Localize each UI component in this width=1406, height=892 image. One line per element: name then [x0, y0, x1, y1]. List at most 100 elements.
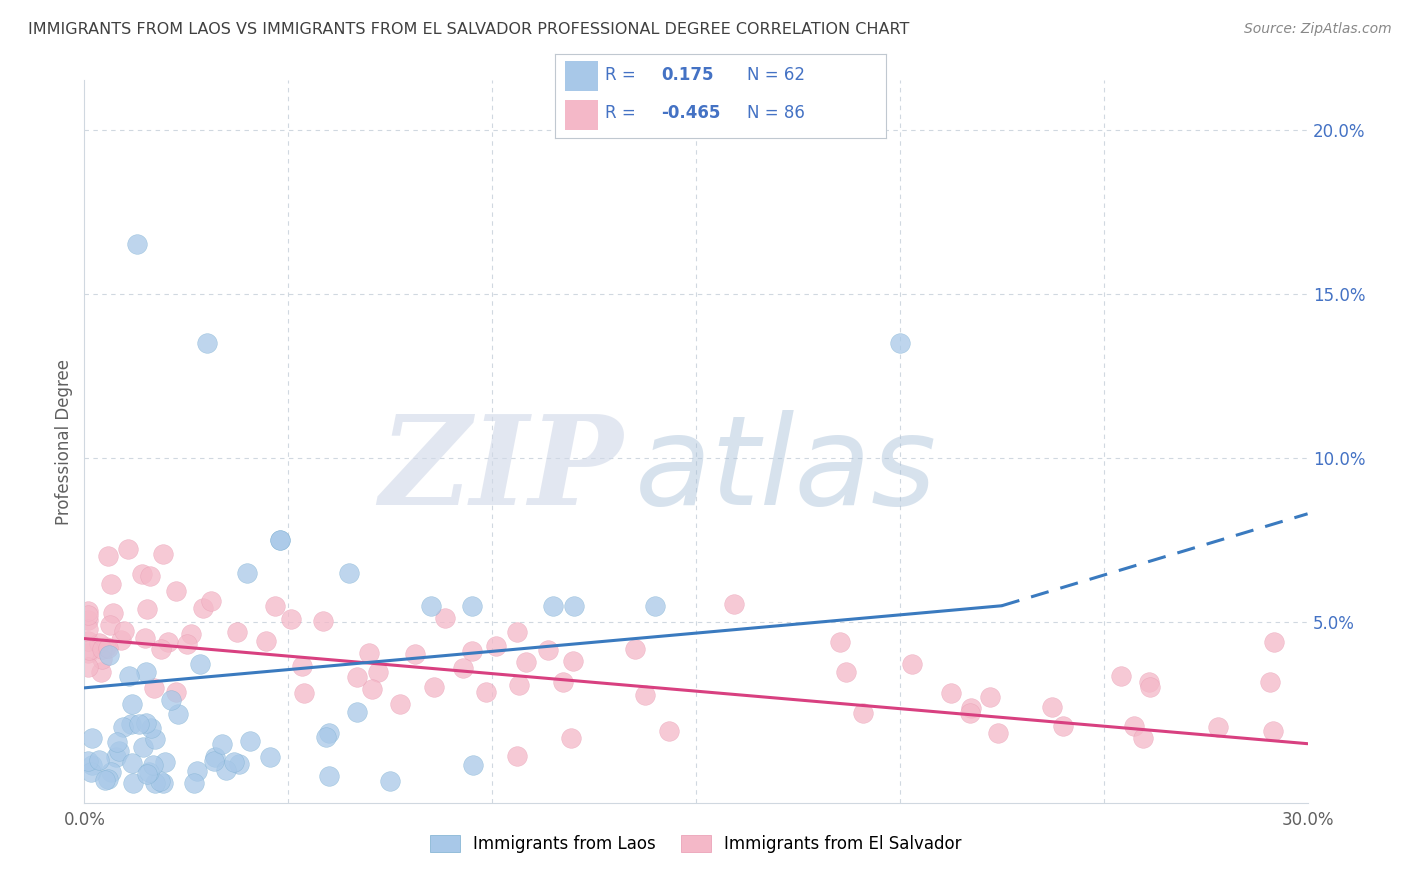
Point [834, 665, 856, 680]
Point [135, 715, 157, 730]
Point [202, 754, 225, 768]
Point [562, 599, 585, 613]
Point [1206, 720, 1229, 734]
Point [420, 599, 443, 613]
Text: atlas: atlas [636, 410, 936, 531]
Point [128, 716, 150, 731]
Point [204, 750, 226, 764]
Point [97, 549, 120, 563]
Point [157, 635, 180, 649]
Point [315, 730, 337, 744]
Point [152, 547, 174, 561]
Point [239, 734, 262, 748]
Point [1122, 719, 1144, 733]
Point [121, 756, 143, 770]
Point [634, 689, 657, 703]
Y-axis label: Professional Degree: Professional Degree [55, 359, 73, 524]
Point [136, 766, 159, 780]
Point [195, 336, 218, 351]
Point [111, 720, 134, 734]
Point [117, 542, 139, 557]
Point [562, 654, 585, 668]
Point [97, 648, 120, 662]
Point [110, 632, 132, 647]
Point [536, 642, 558, 657]
Point [461, 599, 484, 613]
Point [105, 735, 128, 749]
Point [1263, 723, 1285, 738]
Point [112, 624, 135, 638]
Point [959, 706, 981, 720]
Point [987, 725, 1010, 739]
Point [120, 716, 142, 731]
Point [959, 701, 981, 715]
Point [889, 336, 911, 351]
Point [77, 613, 100, 627]
Point [139, 721, 162, 735]
Point [280, 612, 302, 626]
Point [132, 739, 155, 754]
Legend: Immigrants from Laos, Immigrants from El Salvador: Immigrants from Laos, Immigrants from El… [423, 828, 969, 860]
Point [77, 754, 100, 768]
Point [423, 680, 446, 694]
Point [318, 726, 340, 740]
Point [105, 750, 128, 764]
Point [543, 599, 565, 613]
Point [165, 584, 187, 599]
Point [87, 753, 110, 767]
Point [167, 706, 190, 721]
Point [77, 646, 100, 660]
Point [939, 686, 962, 700]
Point [77, 642, 100, 657]
Point [134, 631, 156, 645]
Point [90, 665, 112, 679]
Point [226, 624, 249, 639]
Point [378, 773, 401, 788]
Point [94, 640, 117, 654]
Point [77, 622, 100, 636]
Text: R =: R = [605, 66, 636, 84]
Point [723, 597, 745, 611]
Point [318, 769, 340, 783]
Point [100, 577, 122, 591]
Text: ZIP: ZIP [378, 409, 623, 532]
Point [515, 656, 537, 670]
Point [180, 627, 202, 641]
Point [149, 642, 172, 657]
Point [122, 776, 145, 790]
Point [200, 593, 222, 607]
Point [359, 646, 381, 660]
FancyBboxPatch shape [565, 100, 599, 130]
Point [312, 614, 335, 628]
Point [1052, 719, 1074, 733]
Point [236, 566, 259, 580]
Point [121, 697, 143, 711]
Point [101, 606, 124, 620]
Point [142, 758, 165, 772]
Point [136, 602, 159, 616]
Point [852, 706, 875, 720]
Point [155, 755, 177, 769]
Point [108, 744, 131, 758]
Point [143, 732, 166, 747]
Point [461, 644, 484, 658]
Point [77, 660, 100, 674]
Point [1137, 675, 1160, 690]
Point [135, 665, 157, 679]
Point [90, 641, 112, 656]
Point [263, 599, 285, 614]
Point [346, 705, 368, 719]
Point [149, 773, 172, 788]
Point [979, 690, 1001, 704]
Point [644, 599, 666, 613]
Point [97, 772, 120, 787]
Point [77, 604, 100, 618]
Point [131, 566, 153, 581]
Point [367, 665, 389, 680]
Point [1132, 731, 1154, 746]
Point [93, 773, 115, 788]
FancyBboxPatch shape [565, 62, 599, 91]
Point [143, 775, 166, 789]
Point [485, 639, 508, 653]
Point [259, 750, 281, 764]
